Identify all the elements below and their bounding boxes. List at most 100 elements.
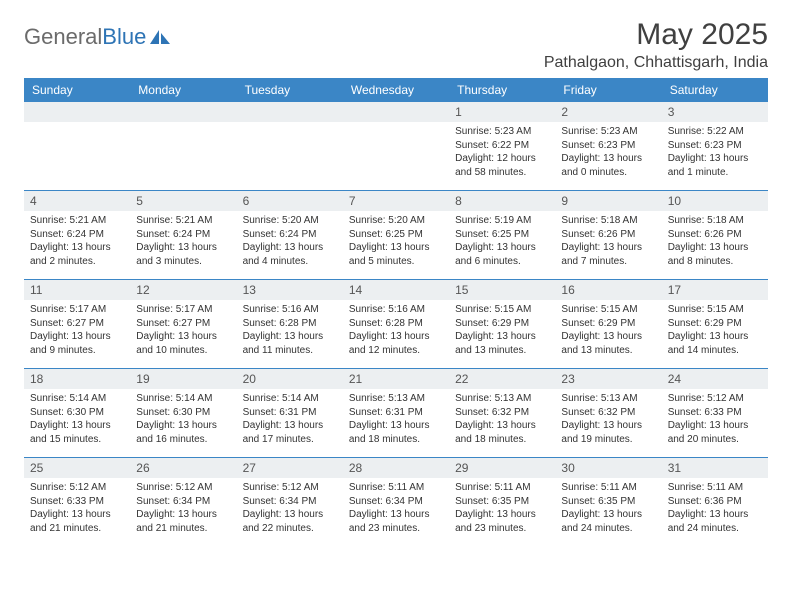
day-cell: 29Sunrise: 5:11 AMSunset: 6:35 PMDayligh… [449, 458, 555, 546]
day-cell: 20Sunrise: 5:14 AMSunset: 6:31 PMDayligh… [237, 369, 343, 457]
day-number: 10 [662, 191, 768, 211]
day-number: 24 [662, 369, 768, 389]
day-cell: 17Sunrise: 5:15 AMSunset: 6:29 PMDayligh… [662, 280, 768, 368]
day-cell: 3Sunrise: 5:22 AMSunset: 6:23 PMDaylight… [662, 102, 768, 190]
day-number: 27 [237, 458, 343, 478]
day-info: Sunrise: 5:16 AMSunset: 6:28 PMDaylight:… [237, 300, 343, 361]
dayname-tue: Tuesday [237, 78, 343, 102]
day-number: 9 [555, 191, 661, 211]
day-info: Sunrise: 5:11 AMSunset: 6:34 PMDaylight:… [343, 478, 449, 539]
week-row: 25Sunrise: 5:12 AMSunset: 6:33 PMDayligh… [24, 457, 768, 546]
dayname-sun: Sunday [24, 78, 130, 102]
day-number: 14 [343, 280, 449, 300]
day-number: 21 [343, 369, 449, 389]
day-cell: 12Sunrise: 5:17 AMSunset: 6:27 PMDayligh… [130, 280, 236, 368]
day-number [237, 102, 343, 122]
day-cell: 9Sunrise: 5:18 AMSunset: 6:26 PMDaylight… [555, 191, 661, 279]
day-info: Sunrise: 5:11 AMSunset: 6:35 PMDaylight:… [449, 478, 555, 539]
day-number: 2 [555, 102, 661, 122]
day-number: 3 [662, 102, 768, 122]
dayname-wed: Wednesday [343, 78, 449, 102]
day-number: 26 [130, 458, 236, 478]
day-number: 15 [449, 280, 555, 300]
weeks-container: 1Sunrise: 5:23 AMSunset: 6:22 PMDaylight… [24, 102, 768, 546]
day-cell: 5Sunrise: 5:21 AMSunset: 6:24 PMDaylight… [130, 191, 236, 279]
header: GeneralBlue May 2025 Pathalgaon, Chhatti… [24, 18, 768, 72]
day-number: 6 [237, 191, 343, 211]
dayname-thu: Thursday [449, 78, 555, 102]
day-cell: 7Sunrise: 5:20 AMSunset: 6:25 PMDaylight… [343, 191, 449, 279]
calendar: Sunday Monday Tuesday Wednesday Thursday… [24, 78, 768, 546]
day-info: Sunrise: 5:18 AMSunset: 6:26 PMDaylight:… [662, 211, 768, 272]
day-cell: 2Sunrise: 5:23 AMSunset: 6:23 PMDaylight… [555, 102, 661, 190]
day-number: 13 [237, 280, 343, 300]
location: Pathalgaon, Chhattisgarh, India [544, 54, 768, 72]
day-info: Sunrise: 5:14 AMSunset: 6:30 PMDaylight:… [24, 389, 130, 450]
day-info: Sunrise: 5:13 AMSunset: 6:32 PMDaylight:… [555, 389, 661, 450]
day-cell: 27Sunrise: 5:12 AMSunset: 6:34 PMDayligh… [237, 458, 343, 546]
day-cell [24, 102, 130, 190]
day-cell: 30Sunrise: 5:11 AMSunset: 6:35 PMDayligh… [555, 458, 661, 546]
day-number: 28 [343, 458, 449, 478]
day-info: Sunrise: 5:17 AMSunset: 6:27 PMDaylight:… [130, 300, 236, 361]
day-info: Sunrise: 5:15 AMSunset: 6:29 PMDaylight:… [555, 300, 661, 361]
day-cell: 11Sunrise: 5:17 AMSunset: 6:27 PMDayligh… [24, 280, 130, 368]
day-info: Sunrise: 5:12 AMSunset: 6:34 PMDaylight:… [130, 478, 236, 539]
day-info: Sunrise: 5:15 AMSunset: 6:29 PMDaylight:… [449, 300, 555, 361]
day-cell [237, 102, 343, 190]
day-number: 4 [24, 191, 130, 211]
week-row: 4Sunrise: 5:21 AMSunset: 6:24 PMDaylight… [24, 190, 768, 279]
day-number: 7 [343, 191, 449, 211]
brand-part1: General [24, 24, 102, 50]
day-info: Sunrise: 5:23 AMSunset: 6:23 PMDaylight:… [555, 122, 661, 183]
day-cell: 24Sunrise: 5:12 AMSunset: 6:33 PMDayligh… [662, 369, 768, 457]
day-cell: 25Sunrise: 5:12 AMSunset: 6:33 PMDayligh… [24, 458, 130, 546]
day-info: Sunrise: 5:12 AMSunset: 6:33 PMDaylight:… [24, 478, 130, 539]
day-number: 25 [24, 458, 130, 478]
day-number [130, 102, 236, 122]
week-row: 11Sunrise: 5:17 AMSunset: 6:27 PMDayligh… [24, 279, 768, 368]
day-info: Sunrise: 5:21 AMSunset: 6:24 PMDaylight:… [24, 211, 130, 272]
day-info: Sunrise: 5:18 AMSunset: 6:26 PMDaylight:… [555, 211, 661, 272]
day-info: Sunrise: 5:19 AMSunset: 6:25 PMDaylight:… [449, 211, 555, 272]
day-info: Sunrise: 5:20 AMSunset: 6:25 PMDaylight:… [343, 211, 449, 272]
day-info: Sunrise: 5:23 AMSunset: 6:22 PMDaylight:… [449, 122, 555, 183]
day-cell: 21Sunrise: 5:13 AMSunset: 6:31 PMDayligh… [343, 369, 449, 457]
day-cell: 23Sunrise: 5:13 AMSunset: 6:32 PMDayligh… [555, 369, 661, 457]
day-cell: 26Sunrise: 5:12 AMSunset: 6:34 PMDayligh… [130, 458, 236, 546]
day-info: Sunrise: 5:22 AMSunset: 6:23 PMDaylight:… [662, 122, 768, 183]
day-cell: 22Sunrise: 5:13 AMSunset: 6:32 PMDayligh… [449, 369, 555, 457]
day-info: Sunrise: 5:15 AMSunset: 6:29 PMDaylight:… [662, 300, 768, 361]
day-info: Sunrise: 5:11 AMSunset: 6:35 PMDaylight:… [555, 478, 661, 539]
day-cell [343, 102, 449, 190]
day-cell: 13Sunrise: 5:16 AMSunset: 6:28 PMDayligh… [237, 280, 343, 368]
dayname-mon: Monday [130, 78, 236, 102]
day-info: Sunrise: 5:14 AMSunset: 6:30 PMDaylight:… [130, 389, 236, 450]
day-info: Sunrise: 5:20 AMSunset: 6:24 PMDaylight:… [237, 211, 343, 272]
brand-part2: Blue [102, 24, 146, 50]
day-info: Sunrise: 5:12 AMSunset: 6:34 PMDaylight:… [237, 478, 343, 539]
day-cell: 15Sunrise: 5:15 AMSunset: 6:29 PMDayligh… [449, 280, 555, 368]
day-cell: 14Sunrise: 5:16 AMSunset: 6:28 PMDayligh… [343, 280, 449, 368]
day-number: 19 [130, 369, 236, 389]
day-cell: 6Sunrise: 5:20 AMSunset: 6:24 PMDaylight… [237, 191, 343, 279]
month-title: May 2025 [544, 18, 768, 52]
day-info: Sunrise: 5:14 AMSunset: 6:31 PMDaylight:… [237, 389, 343, 450]
day-cell: 10Sunrise: 5:18 AMSunset: 6:26 PMDayligh… [662, 191, 768, 279]
day-cell: 16Sunrise: 5:15 AMSunset: 6:29 PMDayligh… [555, 280, 661, 368]
sail-icon [148, 28, 172, 46]
day-cell: 8Sunrise: 5:19 AMSunset: 6:25 PMDaylight… [449, 191, 555, 279]
day-cell: 18Sunrise: 5:14 AMSunset: 6:30 PMDayligh… [24, 369, 130, 457]
day-cell: 28Sunrise: 5:11 AMSunset: 6:34 PMDayligh… [343, 458, 449, 546]
day-number: 11 [24, 280, 130, 300]
day-info: Sunrise: 5:13 AMSunset: 6:32 PMDaylight:… [449, 389, 555, 450]
day-number: 12 [130, 280, 236, 300]
week-row: 1Sunrise: 5:23 AMSunset: 6:22 PMDaylight… [24, 102, 768, 190]
week-row: 18Sunrise: 5:14 AMSunset: 6:30 PMDayligh… [24, 368, 768, 457]
day-number: 5 [130, 191, 236, 211]
day-number: 20 [237, 369, 343, 389]
day-number: 16 [555, 280, 661, 300]
day-cell: 4Sunrise: 5:21 AMSunset: 6:24 PMDaylight… [24, 191, 130, 279]
dayname-fri: Friday [555, 78, 661, 102]
day-number [343, 102, 449, 122]
